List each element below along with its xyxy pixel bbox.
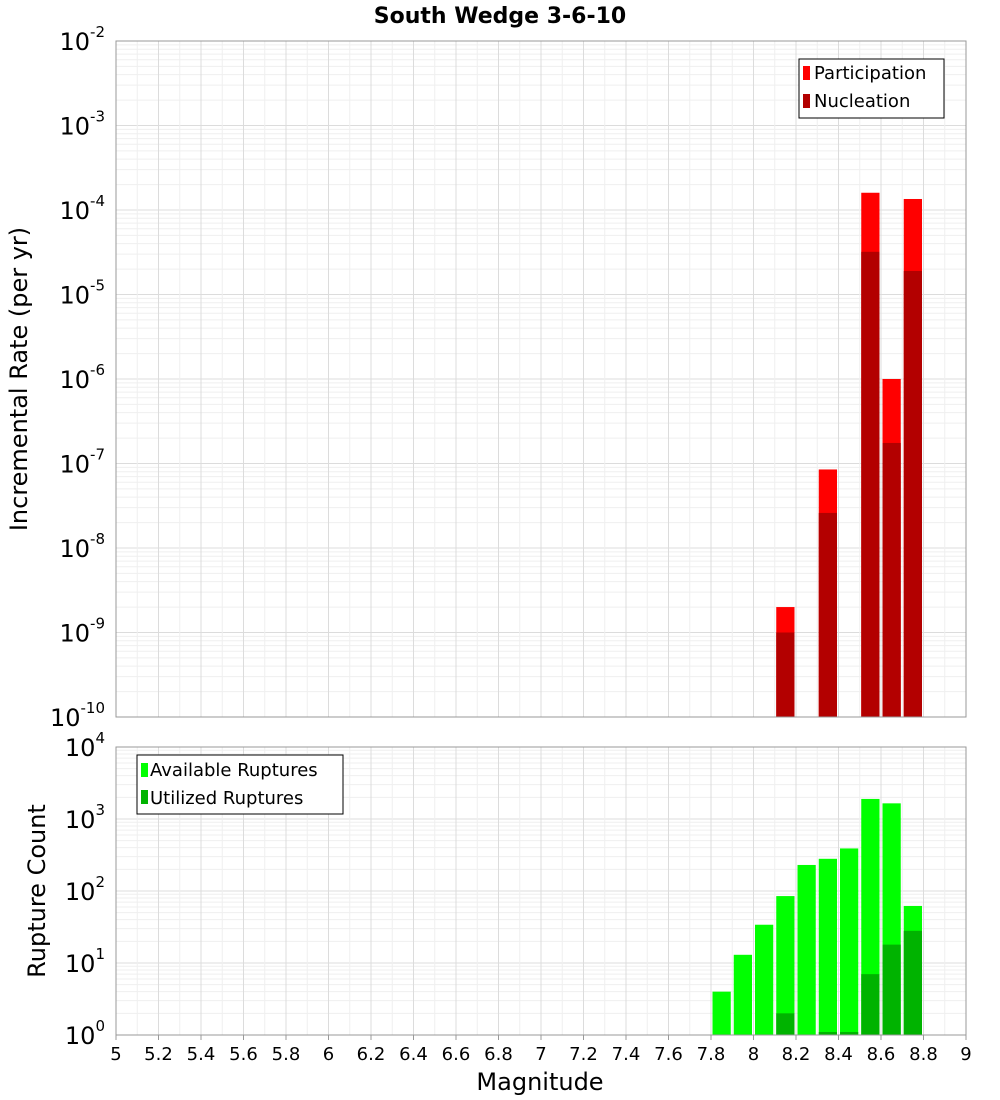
top-bar-nucleation (818, 512, 837, 717)
bottom-y-tick-label: 102 (65, 873, 105, 906)
bottom-y-tick-label: 100 (65, 1017, 105, 1050)
x-tick-label: 9 (960, 1044, 971, 1065)
bottom-bar-utilized-ruptures (882, 944, 901, 1035)
top-bar-nucleation (903, 270, 922, 717)
top-bar-nucleation (882, 442, 901, 717)
top-panel: 10-10 10-9 10-8 10-7 10-6 10-5 10-4 10-3 10-2 In… (5, 23, 967, 732)
bottom-bar-available-ruptures (776, 896, 795, 1035)
top-grid (115, 41, 967, 718)
top-y-tick-label: 10-4 (59, 192, 105, 225)
x-axis-label: Magnitude (476, 1068, 603, 1096)
legend-label-utilized: Utilized Ruptures (150, 788, 303, 809)
bottom-bar-utilized-ruptures (818, 1032, 837, 1035)
x-tick-label: 7.6 (654, 1044, 683, 1065)
bottom-bar-available-ruptures (840, 848, 859, 1035)
top-bar-nucleation (861, 251, 880, 717)
x-tick-label: 6.6 (442, 1044, 471, 1065)
x-tick-label: 7 (535, 1044, 546, 1065)
x-tick-label: 6.8 (484, 1044, 513, 1065)
x-tick-label: 6.2 (357, 1044, 386, 1065)
x-tick-label: 8 (748, 1044, 759, 1065)
bottom-bar-available-ruptures (797, 864, 816, 1035)
x-tick-label: 5.8 (272, 1044, 301, 1065)
bottom-bar-available-ruptures (712, 991, 731, 1035)
legend-swatch-nucleation (803, 94, 810, 108)
bottom-y-tick-label: 101 (65, 945, 105, 978)
bottom-bar-available-ruptures (733, 954, 752, 1035)
x-tick-label: 6.4 (399, 1044, 428, 1065)
x-tick-label: 7.2 (569, 1044, 598, 1065)
x-tick-label: 5.4 (187, 1044, 216, 1065)
top-legend: Participation Nucleation (798, 58, 945, 119)
bottom-y-axis-label: Rupture Count (23, 804, 51, 978)
top-y-tick-label: 10-7 (59, 446, 105, 479)
x-tick-label: 5.6 (229, 1044, 258, 1065)
x-tick-label: 8.8 (909, 1044, 938, 1065)
bottom-bar-available-ruptures (755, 924, 774, 1035)
legend-label-participation: Participation (814, 63, 926, 84)
top-y-tick-label: 10-6 (59, 361, 105, 394)
top-y-tick-label: 10-5 (59, 277, 105, 310)
top-plot-border (115, 40, 967, 718)
legend-swatch-participation (803, 66, 810, 80)
bottom-bar-available-ruptures (818, 858, 837, 1035)
top-y-tick-label: 10-9 (59, 615, 105, 648)
bottom-y-tick-label: 104 (65, 729, 105, 762)
bottom-y-tick-label: 103 (65, 801, 105, 834)
x-tick-label: 5 (110, 1044, 121, 1065)
top-y-axis-label: Incremental Rate (per yr) (5, 227, 33, 531)
top-y-tick-label: 10-8 (59, 530, 105, 563)
top-bar-nucleation (776, 632, 795, 717)
legend-label-nucleation: Nucleation (814, 91, 910, 112)
top-y-tick-label: 10-10 (50, 699, 105, 732)
x-tick-label: 6 (323, 1044, 334, 1065)
x-tick-label: 7.8 (697, 1044, 726, 1065)
bottom-legend: Available Ruptures Utilized Ruptures (136, 754, 344, 815)
x-tick-label: 8.2 (782, 1044, 811, 1065)
legend-swatch-available (141, 763, 148, 777)
legend-label-available: Available Ruptures (150, 760, 318, 781)
x-tick-label: 7.4 (612, 1044, 641, 1065)
top-y-tick-label: 10-3 (59, 108, 105, 141)
bottom-y-ticks: 100 101 102 103 104 (65, 729, 105, 1050)
bottom-panel: 100 101 102 103 104 5 5.2 5.4 5.6 5.8 6 6.2 6.4 6.6 6… (23, 729, 972, 1096)
bottom-bars (712, 798, 922, 1035)
chart-title: South Wedge 3-6-10 (374, 4, 626, 29)
bottom-bar-utilized-ruptures (776, 1013, 795, 1035)
bottom-bar-utilized-ruptures (903, 930, 922, 1035)
x-tick-label: 8.4 (824, 1044, 853, 1065)
x-ticks: 5 5.2 5.4 5.6 5.8 6 6.2 6.4 6.6 6.8 7 7.2 7.4 7.6 7.8 8… (110, 1035, 972, 1065)
x-tick-label: 5.2 (144, 1044, 173, 1065)
top-y-tick-label: 10-2 (59, 23, 105, 56)
bottom-bar-utilized-ruptures (861, 974, 880, 1035)
legend-swatch-utilized (141, 790, 148, 804)
bottom-bar-utilized-ruptures (840, 1032, 859, 1035)
top-bars (776, 192, 922, 718)
x-tick-label: 8.6 (867, 1044, 896, 1065)
top-y-ticks: 10-10 10-9 10-8 10-7 10-6 10-5 10-4 10-3 10-2 (50, 23, 105, 732)
